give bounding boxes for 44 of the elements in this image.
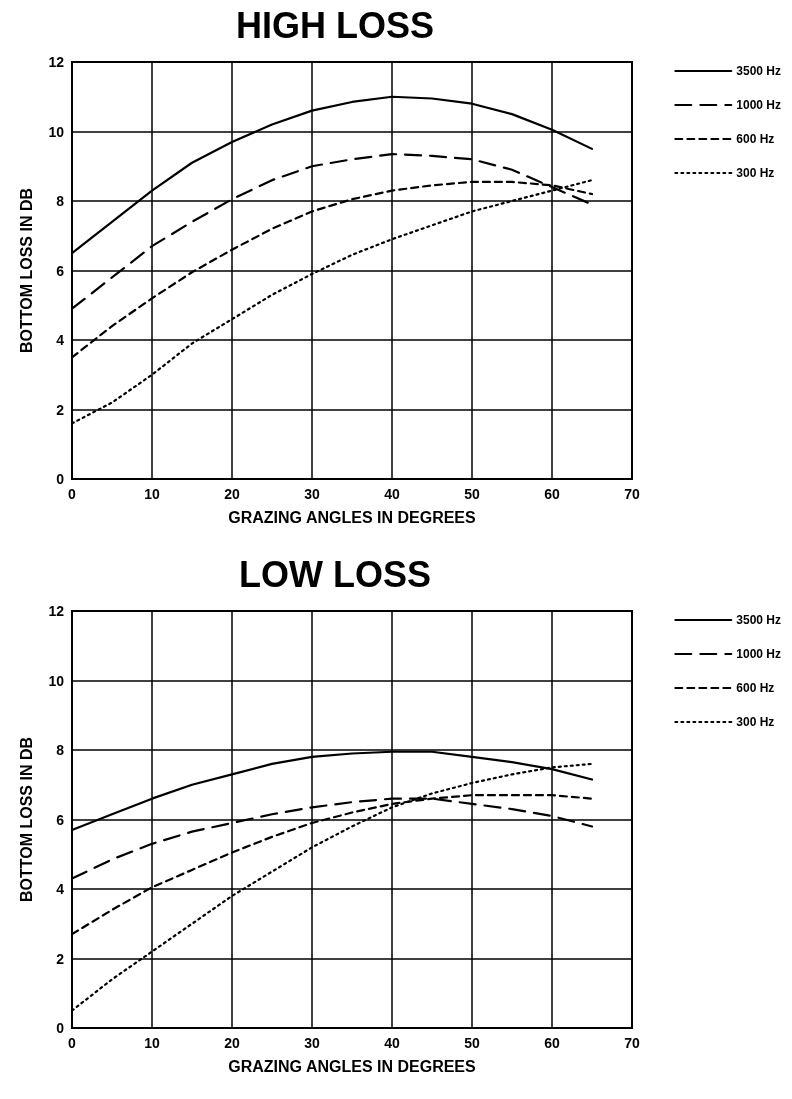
legend-label: 300 Hz	[736, 715, 775, 729]
x-tick-label: 20	[224, 486, 240, 502]
y-tick-label: 8	[56, 193, 65, 209]
x-tick-label: 30	[304, 486, 320, 502]
x-tick-label: 0	[68, 486, 77, 502]
y-tick-label: 2	[56, 401, 65, 418]
y-tick-label: 12	[48, 54, 65, 70]
x-tick-label: 50	[464, 486, 480, 502]
legend-label: 600 Hz	[736, 132, 775, 146]
y-tick-label: 12	[48, 603, 65, 619]
x-tick-label: 70	[624, 1035, 640, 1051]
x-tick-label: 10	[144, 486, 160, 502]
y-tick-label: 6	[56, 811, 65, 828]
y-axis-title: BOTTOM LOSS IN DB	[17, 187, 35, 354]
legend-label: 3500 Hz	[736, 613, 782, 627]
y-tick-label: 2	[56, 950, 65, 967]
y-axis-title: BOTTOM LOSS IN DB	[17, 736, 35, 903]
x-tick-label: 40	[384, 1035, 400, 1051]
legend-label: 3500 Hz	[736, 64, 782, 78]
legend-label: 600 Hz	[736, 681, 775, 695]
x-tick-label: 60	[544, 1035, 560, 1051]
x-tick-label: 60	[544, 486, 560, 502]
y-tick-label: 8	[56, 742, 65, 758]
x-tick-label: 10	[144, 1035, 160, 1051]
x-tick-label: 50	[464, 1035, 480, 1051]
chart-title: HIGH LOSS	[235, 4, 435, 46]
x-tick-label: 70	[624, 486, 640, 502]
x-tick-label: 40	[384, 486, 400, 502]
y-tick-label: 10	[48, 672, 65, 689]
y-tick-label: 0	[56, 1020, 65, 1036]
y-tick-label: 10	[48, 123, 65, 140]
x-axis-title: GRAZING ANGLES IN DEGREES	[228, 508, 477, 526]
legend-label: 1000 Hz	[736, 647, 782, 661]
y-tick-label: 4	[56, 332, 65, 348]
x-tick-label: 30	[304, 1035, 320, 1051]
y-tick-label: 4	[56, 881, 65, 897]
x-tick-label: 20	[224, 1035, 240, 1051]
y-tick-label: 6	[56, 262, 65, 279]
x-axis-title: GRAZING ANGLES IN DEGREES	[228, 1057, 477, 1075]
legend-label: 300 Hz	[736, 166, 775, 180]
x-tick-label: 0	[68, 1035, 77, 1051]
legend-label: 1000 Hz	[736, 98, 782, 112]
y-tick-label: 0	[56, 471, 65, 487]
chart-title: LOW LOSS	[239, 553, 431, 595]
